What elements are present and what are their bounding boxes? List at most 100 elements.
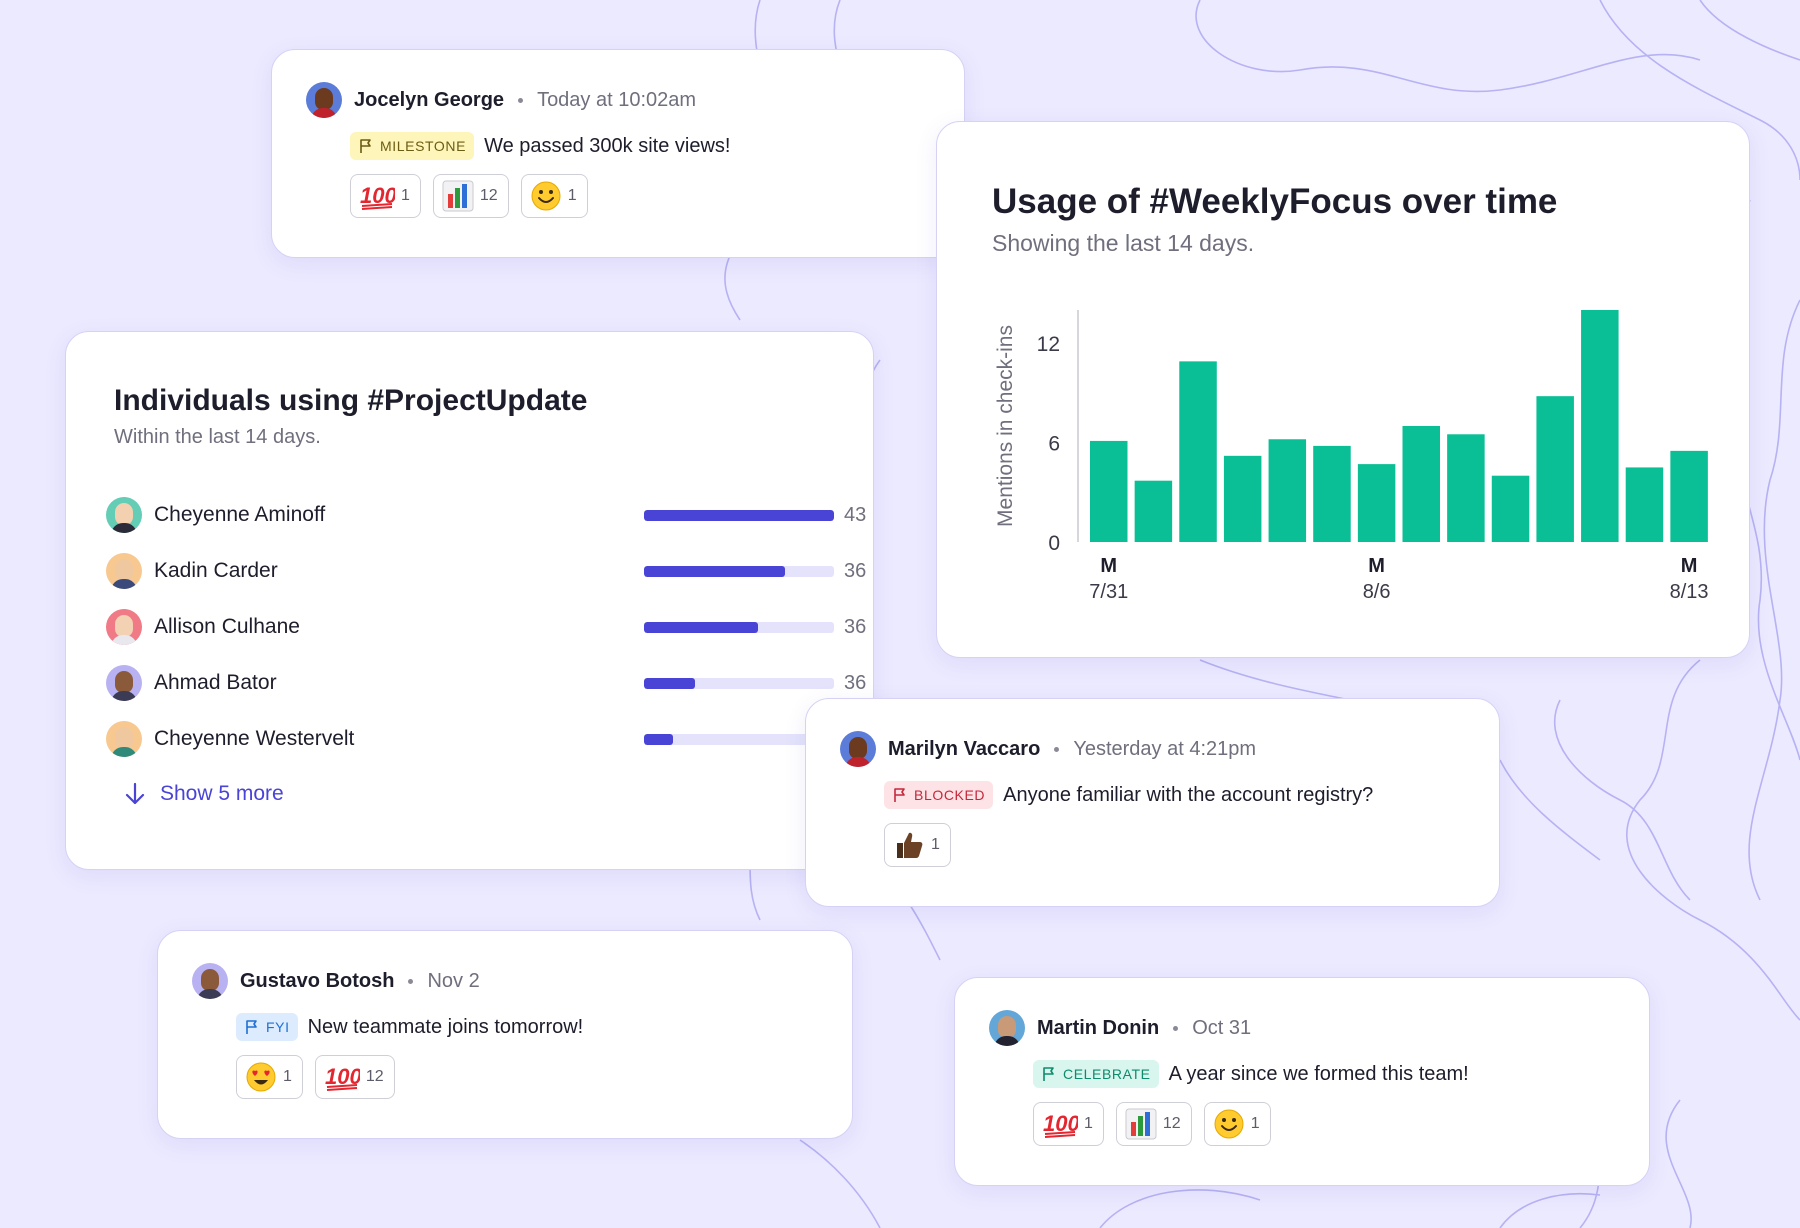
post-header: Jocelyn George Today at 10:02am (306, 80, 964, 120)
smiley-icon (531, 181, 561, 211)
chart-bar (1670, 450, 1708, 542)
person-row[interactable]: Cheyenne Aminoff 43 (106, 495, 866, 535)
chart-bar (1268, 439, 1307, 542)
avatar[interactable] (989, 1010, 1025, 1046)
reaction-bar-chart[interactable]: 12 (1115, 1102, 1192, 1146)
hundred-points-icon: 100 (325, 1064, 360, 1091)
reaction-hundred[interactable]: 100 1 (350, 174, 421, 218)
avatar (106, 609, 142, 645)
chart-bar (1536, 396, 1574, 542)
reaction-hundred[interactable]: 100 12 (314, 1055, 395, 1099)
tag-blocked[interactable]: BLOCKED (884, 781, 994, 809)
reaction-count: 12 (479, 187, 498, 204)
usage-count: 36 (844, 615, 867, 638)
person-name: Allison Culhane (154, 615, 300, 638)
post-header: Gustavo Botosh Nov 2 (192, 961, 852, 1001)
chart-bar (1313, 445, 1351, 542)
hundred-points-icon: 100 (360, 183, 395, 210)
usage-bar-fill (644, 677, 696, 689)
author-name[interactable]: Martin Donin (1037, 1016, 1160, 1039)
chart-title: Usage of #WeeklyFocus over time (992, 182, 1558, 221)
usage-bar-fill (644, 565, 785, 577)
timestamp: Nov 2 (427, 969, 480, 992)
show-more-link[interactable]: Show 5 more (124, 782, 284, 806)
chart-bar (1134, 480, 1173, 542)
tag-label: MILESTONE (380, 138, 467, 154)
chart-bar (1491, 475, 1530, 542)
person-row[interactable]: Cheyenne Westervelt 3 (106, 719, 855, 759)
bar-chart-icon (1125, 1108, 1157, 1140)
avatar[interactable] (840, 731, 876, 767)
separator-dot (1054, 746, 1060, 752)
post-body: CELEBRATE A year since we formed this te… (1033, 1060, 1649, 1088)
reaction-smiley[interactable]: 1 (520, 174, 588, 218)
flag-icon (1043, 1067, 1054, 1081)
chart-bar (1447, 434, 1485, 542)
tag-label: FYI (266, 1019, 290, 1035)
x-tick-day: M (1681, 555, 1698, 577)
chart-bar (1402, 426, 1440, 542)
reaction-thumbs-up[interactable]: 1 (884, 823, 951, 867)
tag-celebrate[interactable]: CELEBRATE (1033, 1060, 1159, 1088)
usage-bar (644, 733, 834, 745)
usage-bar (644, 565, 834, 577)
post-body: MILESTONE We passed 300k site views! (350, 132, 964, 160)
avatar[interactable] (306, 82, 342, 118)
chart-bar (1581, 310, 1619, 542)
author-name[interactable]: Gustavo Botosh (240, 969, 395, 992)
reactions: 100 1 12 1 (1033, 1102, 1649, 1146)
reaction-bar-chart[interactable]: 12 (432, 174, 509, 218)
flag-icon (246, 1020, 257, 1034)
person-row[interactable]: Ahmad Bator 36 (106, 663, 866, 703)
usage-bar-fill (644, 621, 758, 633)
y-tick-label: 0 (1048, 532, 1060, 555)
x-tick-date: 7/31 (1089, 581, 1128, 603)
usage-bar (644, 677, 834, 689)
tag-fyi[interactable]: FYI (236, 1013, 298, 1041)
x-tick-date: 8/13 (1670, 581, 1709, 603)
reaction-smiley[interactable]: 1 (1203, 1102, 1271, 1146)
author-name[interactable]: Marilyn Vaccaro (888, 737, 1041, 760)
reaction-count: 1 (401, 187, 410, 204)
post-body: FYI New teammate joins tomorrow! (236, 1013, 852, 1041)
separator-dot (1173, 1025, 1179, 1031)
usage-bar-chart: 0 6 12 Mentions in check-ins M 7/31 M 8/6 M 8/13 (994, 310, 1709, 603)
person-name: Cheyenne Aminoff (154, 503, 326, 526)
chart-bar (1625, 467, 1664, 542)
reaction-count: 1 (1084, 1115, 1093, 1132)
post-header: Martin Donin Oct 31 (989, 1008, 1649, 1048)
usage-chart-card: Usage of #WeeklyFocus over time Showing … (936, 121, 1750, 658)
x-tick-day: M (1368, 555, 1385, 577)
x-tick-day: M (1100, 555, 1117, 577)
timestamp: Today at 10:02am (537, 88, 697, 111)
person-row[interactable]: Kadin Carder 36 (106, 551, 866, 591)
reactions: 1 (884, 823, 1499, 867)
usage-count: 36 (844, 671, 867, 694)
hundred-points-icon: 100 (1043, 1111, 1078, 1138)
reaction-hundred[interactable]: 100 1 (1033, 1102, 1104, 1146)
person-row[interactable]: Allison Culhane 36 (106, 607, 866, 647)
post-message: We passed 300k site views! (484, 134, 731, 157)
post-header: Marilyn Vaccaro Yesterday at 4:21pm (840, 729, 1499, 769)
individuals-card: Individuals using #ProjectUpdate Within … (65, 331, 874, 870)
individuals-subtitle: Within the last 14 days. (114, 426, 321, 448)
reaction-count: 1 (1250, 1115, 1260, 1132)
reaction-count: 12 (1162, 1115, 1181, 1132)
author-name[interactable]: Jocelyn George (354, 88, 505, 111)
post-message: New teammate joins tomorrow! (307, 1015, 584, 1038)
chart-bar (1357, 464, 1396, 542)
tag-label: CELEBRATE (1063, 1066, 1151, 1082)
chart-bar (1223, 455, 1262, 542)
avatar[interactable] (192, 963, 228, 999)
post-card-jocelyn: Jocelyn George Today at 10:02am MILESTON… (271, 49, 965, 258)
tag-milestone[interactable]: MILESTONE (350, 132, 475, 160)
usage-bar-fill (644, 733, 673, 745)
usage-count: 43 (844, 503, 867, 526)
flag-icon (894, 788, 905, 802)
chart-bar (1179, 361, 1217, 542)
reaction-count: 1 (931, 836, 940, 853)
post-message: A year since we formed this team! (1168, 1062, 1469, 1085)
reaction-heart-eyes[interactable]: 1 (236, 1055, 303, 1099)
y-tick-label: 12 (1037, 333, 1060, 356)
avatar (106, 721, 142, 757)
